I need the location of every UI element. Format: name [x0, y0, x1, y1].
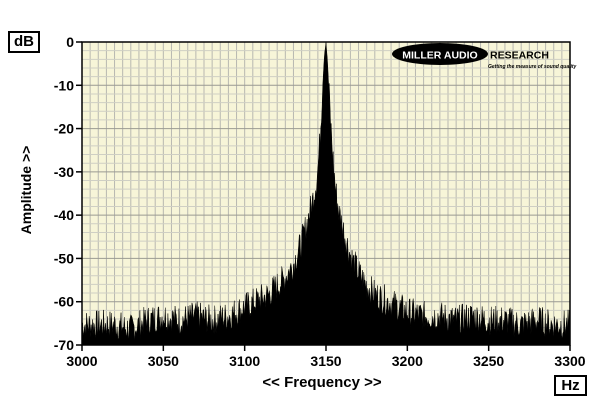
logo-text-right: RESEARCH [490, 50, 549, 62]
y-tick-label: -10 [54, 77, 74, 93]
y-tick-label: -20 [54, 121, 74, 137]
x-tick-label: 3200 [392, 353, 423, 369]
logo-ellipse [392, 43, 488, 65]
x-tick-label: 3000 [66, 353, 97, 369]
spectrum-series-area [81, 41, 571, 346]
y-tick-label: -50 [54, 250, 74, 266]
miller-audio-research-logo: MILLER AUDIO RESEARCH Getting the measure … [392, 43, 577, 70]
y-tick-label: -60 [54, 294, 74, 310]
x-tick-label: 3100 [229, 353, 260, 369]
x-tick-label: 3150 [310, 353, 341, 369]
y-tick-label: -40 [54, 207, 74, 223]
x-unit-label: Hz [554, 375, 587, 396]
y-tick-label: -70 [54, 337, 74, 353]
x-tick-label: 3250 [473, 353, 504, 369]
y-unit-label: dB [8, 31, 40, 53]
y-axis-label: Amplitude >> [18, 145, 34, 235]
logo-tagline: Getting the measure of sound quality [488, 64, 577, 70]
x-axis-label: << Frequency >> [262, 374, 382, 391]
y-tick-label: -30 [54, 164, 74, 180]
logo-text-left: MILLER AUDIO [402, 50, 477, 62]
x-tick-label: 3300 [554, 353, 585, 369]
x-tick-label: 3050 [148, 353, 179, 369]
y-tick-label: 0 [66, 34, 74, 50]
